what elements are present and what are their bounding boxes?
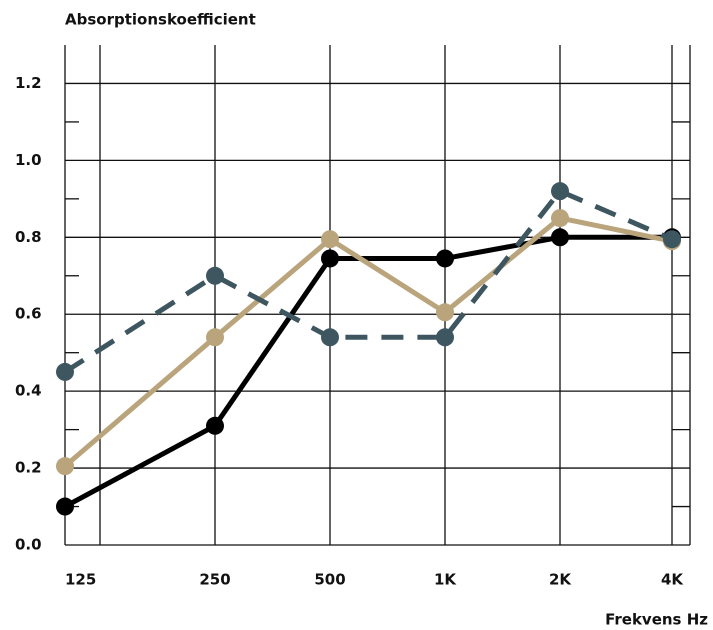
point	[663, 230, 681, 249]
point	[56, 497, 74, 516]
grid	[64, 45, 691, 546]
y-tick-label: 1.0	[15, 151, 42, 169]
x-tick-label: 1K	[434, 571, 457, 589]
point	[56, 457, 74, 476]
x-axis-title: Frekvens Hz	[605, 611, 708, 629]
plot	[56, 182, 681, 516]
point	[436, 249, 454, 268]
y-tick-label: 0.6	[15, 305, 42, 323]
y-tick-label: 1.2	[15, 74, 42, 92]
x-tick-label: 4K	[661, 571, 684, 589]
series-line	[63, 215, 673, 469]
point	[56, 362, 74, 381]
point	[551, 209, 569, 228]
point	[321, 230, 339, 249]
point	[206, 266, 224, 285]
point	[551, 182, 569, 201]
point	[321, 249, 339, 268]
x-tick-label: 2K	[549, 571, 572, 589]
point	[206, 328, 224, 347]
series-line	[63, 188, 673, 375]
point	[321, 328, 339, 347]
series-line	[63, 234, 672, 509]
point	[436, 303, 454, 322]
point	[206, 416, 224, 435]
y-tick-label: 0.4	[15, 382, 42, 400]
x-tick-label: 250	[199, 571, 230, 589]
y-axis-title: Absorptionskoefficient	[65, 11, 256, 29]
x-tick-label: 500	[314, 571, 345, 589]
y-tick-label: 0.0	[15, 536, 42, 554]
point	[436, 328, 454, 347]
y-tick-label: 0.2	[15, 459, 42, 477]
x-tick-label: 125	[65, 571, 96, 589]
point	[551, 228, 569, 247]
y-tick-label: 0.8	[15, 228, 42, 246]
